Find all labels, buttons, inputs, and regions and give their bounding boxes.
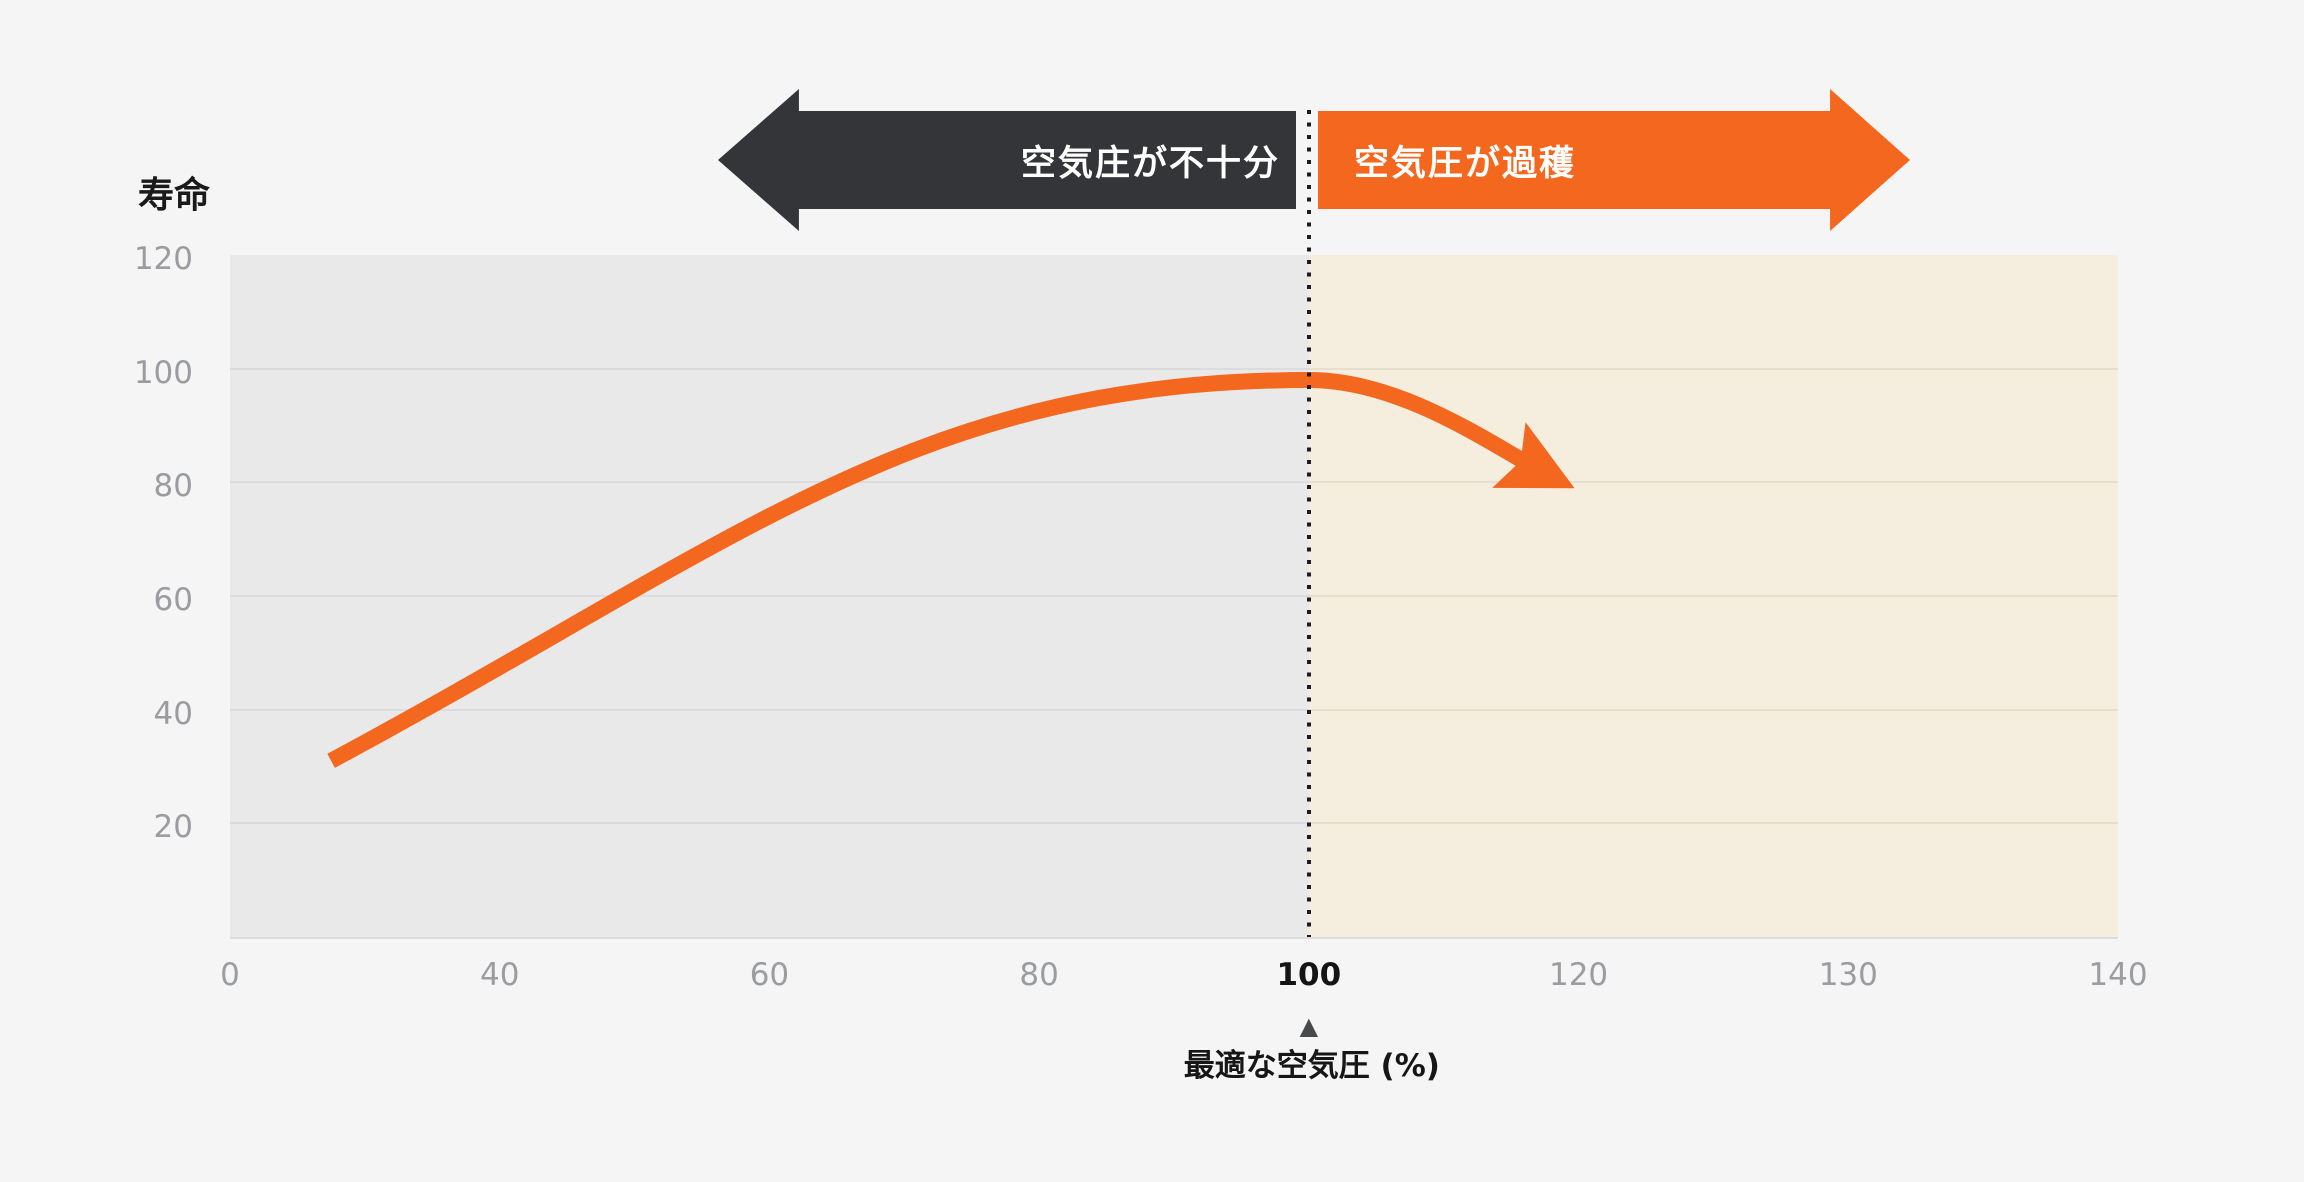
x-tick-130: 130	[1818, 957, 1878, 993]
y-tick-60: 60	[153, 582, 193, 618]
plot-area	[230, 255, 2118, 939]
over-inflation-zone	[1308, 255, 2118, 937]
y-tick-120: 120	[133, 241, 193, 277]
gridline-y-20	[230, 822, 1309, 825]
x-tick-40: 40	[479, 957, 520, 993]
gridline-y-60	[230, 595, 1309, 597]
gridline-y-40	[1308, 708, 2118, 711]
gridline-y-80	[1308, 481, 2118, 484]
y-tick-40: 40	[153, 695, 193, 732]
y-axis-title: 寿命	[138, 175, 211, 216]
y-tick-20: 20	[153, 809, 193, 846]
tire-life-curve	[327, 372, 1575, 768]
optimal-marker-icon: ▲	[1299, 1012, 1319, 1040]
x-tick-80: 80	[1019, 957, 1059, 993]
gridline-y-40	[230, 708, 1309, 711]
gridline-y-20	[1308, 822, 2118, 825]
gridline-y-100	[1308, 367, 2118, 370]
banner-right-label: 空気圧が過穫	[1354, 143, 1577, 184]
x-tick-0: 0	[220, 957, 240, 993]
optimal-pressure-divider	[1306, 110, 1311, 937]
x-tick-60: 60	[749, 957, 790, 993]
banner-left-label: 空気庄が不十分	[1020, 143, 1280, 184]
gridline-y-80	[230, 481, 1309, 484]
x-tick-100: 100	[1276, 957, 1342, 993]
y-tick-80: 80	[153, 468, 193, 505]
banner-arrow-right: 空気圧が過穫	[1318, 89, 1910, 231]
x-axis-title: 最適な空気圧 (%)	[1183, 1048, 1440, 1084]
gridline-y-60	[1308, 595, 2118, 597]
x-tick-120: 120	[1548, 957, 1609, 993]
y-tick-100: 100	[133, 354, 193, 391]
gridline-y-100	[230, 367, 1309, 370]
x-tick-140: 140	[2088, 957, 2148, 993]
under-inflation-zone	[230, 255, 1309, 937]
banner-arrow-left: 空気庄が不十分	[718, 89, 1296, 231]
